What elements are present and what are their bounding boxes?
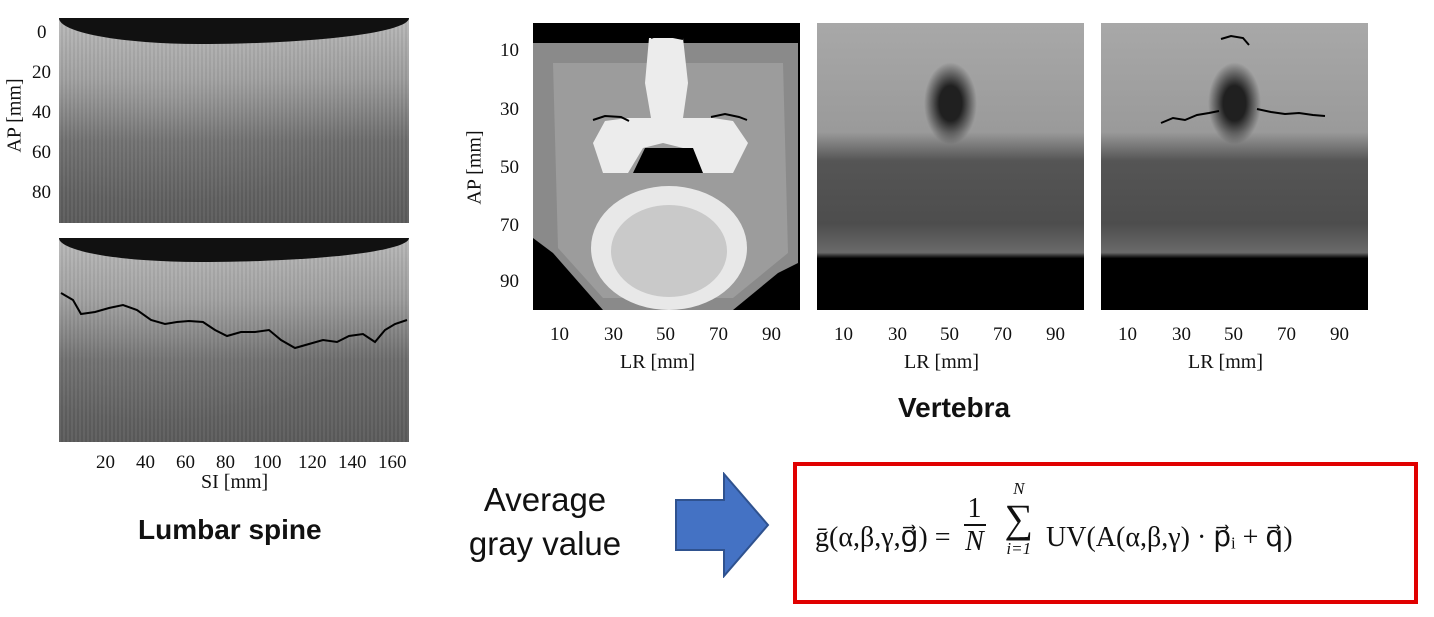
vertebra-x-tick: 90: [762, 324, 781, 345]
lumbar-x-tick: 40: [136, 452, 155, 473]
vertebra-x-tick: 50: [1224, 324, 1243, 345]
vertebra-x-tick: 50: [940, 324, 959, 345]
formula-body: UV(A(α,β,γ) · p⃗ᵢ + q⃗): [1046, 522, 1293, 553]
arrow-label: Average gray value: [440, 478, 650, 566]
lumbar-y-axis-label: AP [mm]: [3, 78, 26, 153]
ct-anatomy: [533, 33, 798, 310]
skin-layer: [59, 18, 409, 44]
lumbar-y-tick: 80: [32, 182, 51, 203]
right-arrow-icon: [675, 472, 770, 578]
fraction-numerator: 1: [963, 494, 986, 526]
lumbar-x-tick: 140: [338, 452, 367, 473]
sum-upper-limit: N: [1013, 479, 1025, 498]
vertebra-x-axis-label: LR [mm]: [904, 351, 979, 373]
vertebra-ultrasound-1: [817, 23, 1084, 310]
formula-box: ḡ(α,β,γ,g⃗) = 1 N N ∑ i=1 UV(A(α,β,γ) · …: [793, 462, 1418, 604]
vertebra-x-tick: 90: [1330, 324, 1349, 345]
lumbar-x-tick: 80: [216, 452, 235, 473]
lumbar-bottom-ultrasound: [59, 238, 409, 442]
vertebra-y-axis-label: AP [mm]: [463, 130, 486, 205]
vertebra-x-tick: 70: [709, 324, 728, 345]
lumbar-y-tick: 20: [32, 62, 51, 83]
vertebra-x-tick: 10: [1118, 324, 1137, 345]
lumbar-x-tick: 160: [378, 452, 407, 473]
lumbar-y-tick: 40: [32, 102, 51, 123]
vertebra-x-tick: 30: [1172, 324, 1191, 345]
lumbar-caption: Lumbar spine: [138, 514, 322, 545]
vertebra-x-tick: 70: [993, 324, 1012, 345]
vertebra-x-axis-label: LR [mm]: [620, 351, 695, 373]
gray-value-formula: ḡ(α,β,γ,g⃗) = 1 N N ∑ i=1 UV(A(α,β,γ) · …: [815, 480, 1293, 558]
vertebra-x-tick: 90: [1046, 324, 1065, 345]
arrow-label-line-1: Average: [483, 481, 607, 518]
formula-fraction: 1 N: [963, 494, 986, 558]
formula-lhs: ḡ(α,β,γ,g⃗) =: [815, 522, 951, 553]
vertebra-x-tick: 50: [656, 324, 675, 345]
lumbar-x-tick: 100: [253, 452, 282, 473]
vertebra-x-tick: 70: [1277, 324, 1296, 345]
lumbar-y-tick: 0: [37, 22, 47, 43]
vertebra-caption: Vertebra: [898, 392, 1011, 423]
vertebra-ct-image: [533, 23, 800, 310]
arrow-label-line-2: gray value: [468, 525, 622, 562]
vertebra-y-tick: 90: [500, 271, 519, 292]
vertebra-y-tick: 10: [500, 40, 519, 61]
sum-lower-limit: i=1: [1006, 539, 1032, 558]
vertebra-surface-contour: [1160, 34, 1326, 124]
vertebra-x-axis-label: LR [mm]: [1188, 351, 1263, 373]
vertebra-y-tick: 30: [500, 99, 519, 120]
lumbar-x-axis-label: SI [mm]: [201, 471, 269, 493]
sigma-icon: ∑: [1004, 496, 1034, 541]
vertebra-y-tick: 50: [500, 157, 519, 178]
lumbar-top-ultrasound: [59, 18, 409, 223]
vertebra-ultrasound-2: [1101, 23, 1368, 310]
lumbar-x-tick: 120: [298, 452, 327, 473]
lumbar-x-tick: 60: [176, 452, 195, 473]
vertebra-y-tick: 70: [500, 215, 519, 236]
fraction-denominator: N: [965, 526, 984, 557]
vertebra-x-tick: 30: [888, 324, 907, 345]
bone-surface-contour: [60, 292, 408, 350]
vertebra-x-tick: 30: [604, 324, 623, 345]
vertebra-x-tick: 10: [550, 324, 569, 345]
lumbar-x-tick: 20: [96, 452, 115, 473]
vertebra-x-tick: 10: [834, 324, 853, 345]
lumbar-y-tick: 60: [32, 142, 51, 163]
summation: N ∑ i=1: [1005, 480, 1034, 558]
